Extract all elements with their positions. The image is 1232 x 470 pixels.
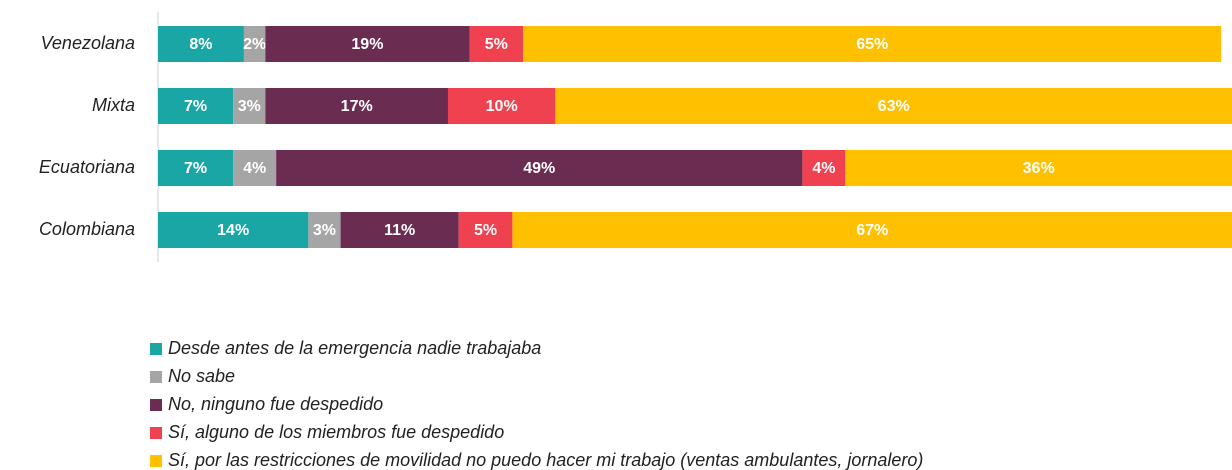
value-label: 14% [217, 222, 249, 239]
bar-segment [265, 88, 448, 124]
bar-segment [512, 212, 1232, 248]
legend-label: Desde antes de la emergencia nadie traba… [168, 338, 541, 358]
bar-segment [233, 88, 266, 124]
bar-segment [458, 212, 513, 248]
value-label: 7% [184, 160, 207, 177]
value-label: 8% [189, 36, 212, 53]
bar-segment [233, 150, 277, 186]
bar-segment [555, 88, 1232, 124]
bar-segment [158, 88, 234, 124]
bar-segment [447, 88, 556, 124]
value-label: 3% [238, 98, 261, 115]
legend-swatch [150, 371, 162, 383]
bar-segment [158, 26, 244, 62]
legend-swatch [150, 427, 162, 439]
value-label: 63% [878, 98, 910, 115]
bar-segment [158, 150, 234, 186]
bar-segment [308, 212, 341, 248]
category-label: Ecuatoriana [39, 157, 135, 177]
value-label: 5% [474, 222, 497, 239]
value-label: 2% [243, 36, 266, 53]
legend-swatch [150, 399, 162, 411]
legend-swatch [150, 455, 162, 467]
bar-segment [276, 150, 803, 186]
value-label: 65% [856, 36, 888, 53]
value-label: 11% [384, 222, 415, 239]
value-label: 67% [856, 222, 888, 239]
value-label: 10% [486, 98, 518, 115]
value-label: 49% [523, 160, 555, 177]
bar-segment [469, 26, 524, 62]
bar-segment [243, 26, 266, 62]
legend-label: Sí, por las restricciones de movilidad n… [168, 450, 923, 470]
bar-segment [265, 26, 470, 62]
legend-label: No sabe [168, 366, 235, 386]
value-label: 4% [243, 160, 266, 177]
bar-segment [158, 212, 309, 248]
value-label: 3% [313, 222, 336, 239]
legend-label: No, ninguno fue despedido [168, 394, 383, 414]
legend-label: Sí, alguno de los miembros fue despedido [168, 422, 504, 442]
value-label: 4% [812, 160, 835, 177]
value-label: 19% [351, 36, 383, 53]
bar-segment [340, 212, 459, 248]
category-label: Mixta [92, 95, 135, 115]
value-label: 7% [184, 98, 207, 115]
category-label: Venezolana [41, 33, 135, 53]
value-label: 17% [341, 98, 373, 115]
value-label: 36% [1023, 160, 1055, 177]
category-label: Colombiana [39, 219, 135, 239]
bar-segment [802, 150, 846, 186]
bar-segment [845, 150, 1232, 186]
bar-segment [523, 26, 1222, 62]
legend-swatch [150, 343, 162, 355]
value-label: 5% [485, 36, 508, 53]
